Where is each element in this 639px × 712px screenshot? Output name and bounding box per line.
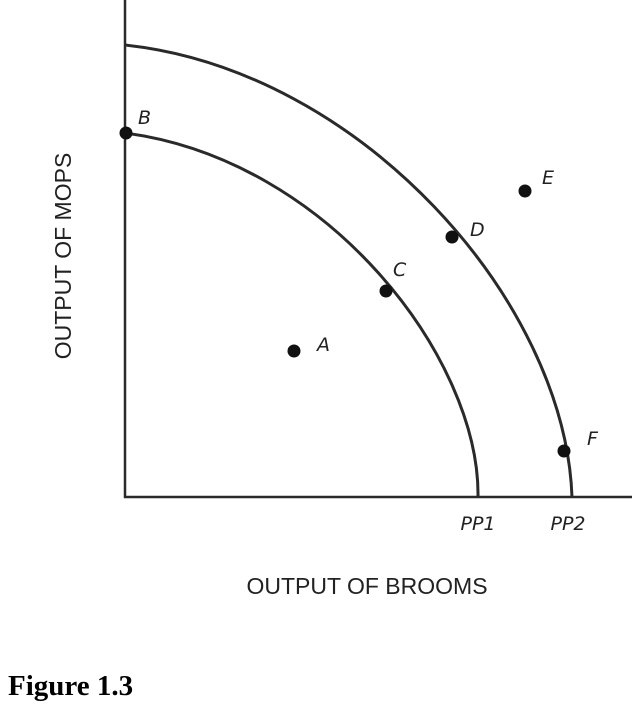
figure-caption: Figure 1.3 (8, 670, 133, 702)
label-f: F (587, 428, 599, 450)
label-pp1: PP1 (460, 513, 495, 535)
label-a: A (315, 334, 330, 356)
label-e: E (542, 167, 554, 189)
y-axis-title: OUTPUT OF MOPS (50, 153, 76, 360)
pp1-curve (124, 131, 480, 498)
label-b: B (138, 107, 151, 129)
pp2-curve (124, 43, 574, 498)
label-pp2: PP2 (550, 513, 585, 535)
point-f (557, 444, 571, 458)
point-d (445, 230, 459, 244)
point-e (518, 184, 532, 198)
point-c (379, 284, 393, 298)
point-b (119, 126, 133, 140)
x-axis-title: OUTPUT OF BROOMS (246, 573, 487, 599)
label-d: D (470, 219, 485, 241)
label-c: C (393, 259, 407, 281)
point-a (287, 344, 301, 358)
